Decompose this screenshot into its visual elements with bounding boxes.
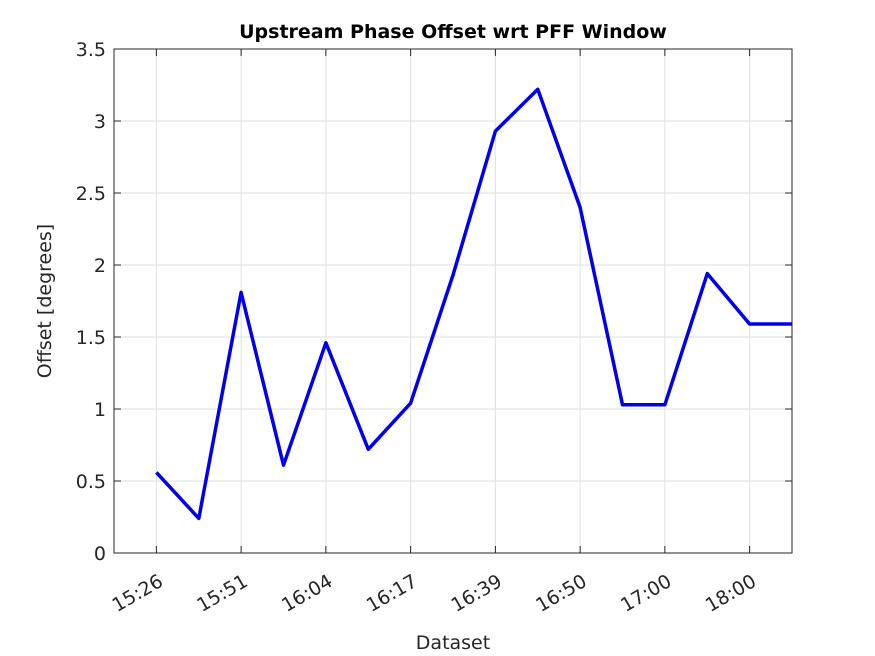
x-tick-label: 15:26 [108,570,166,616]
y-tick-label: 1.5 [76,327,106,349]
x-tick-label: 16:50 [532,570,590,616]
x-tick-label: 16:04 [278,570,336,616]
y-tick-label: 1 [94,399,106,421]
x-tick-label: 18:00 [702,570,760,616]
y-axis-label: Offset [degrees] [34,224,56,378]
y-tick-label: 2 [94,255,106,277]
x-tick-label: 17:00 [617,570,675,616]
x-tick-label: 15:51 [193,570,251,616]
series-layer [155,87,792,521]
y-tick-label: 0 [94,543,106,565]
y-tick-label: 0.5 [76,471,106,493]
plot-area-frame [113,48,793,554]
grid [114,48,792,554]
x-axis-label: Dataset [416,632,490,654]
x-tick-label: 16:17 [363,570,421,616]
y-tick-label: 2.5 [76,183,106,205]
x-tick-label: 16:39 [447,570,505,616]
chart-title: Upstream Phase Offset wrt PFF Window [239,21,667,43]
y-tick-label: 3.5 [76,39,106,61]
series-line [155,87,792,521]
y-tick-label: 3 [94,111,106,133]
